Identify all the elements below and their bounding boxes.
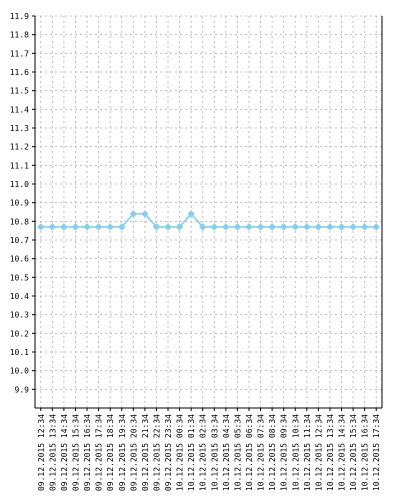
y-tick-label: 10.3 [10,311,29,320]
x-tick-label: 10.12.2015 06:34 [245,414,254,491]
y-tick-label: 11.5 [10,87,29,96]
data-point [291,223,299,231]
x-tick-label: 10.12.2015 11:34 [303,414,312,491]
x-tick-label: 10.12.2015 01:34 [187,414,196,491]
x-tick-label: 09.12.2015 15:34 [71,414,80,491]
y-tick-label: 10.8 [10,217,29,226]
x-tick-label: 10.12.2015 04:34 [222,414,231,491]
data-point [94,223,103,231]
data-point [60,223,68,231]
data-point [360,223,369,231]
x-tick-label: 10.12.2015 05:34 [233,414,242,491]
data-point [349,223,357,231]
y-tick-label: 10.5 [10,273,29,282]
x-tick-label: 09.12.2015 20:34 [129,414,138,491]
y-tick-label: 11.4 [10,105,29,114]
data-point [314,223,323,231]
x-tick-label: 10.12.2015 10:34 [291,414,300,491]
y-tick-label: 11.0 [10,180,29,189]
data-point [233,223,242,231]
data-point [106,223,114,231]
data-point [48,223,57,231]
y-tick-label: 10.2 [10,329,29,338]
data-point [37,223,45,231]
x-tick-label: 09.12.2015 22:34 [152,414,161,491]
data-point [71,223,80,231]
data-point [164,223,172,231]
y-tick-label: 10.9 [10,199,29,208]
data-point [279,223,288,231]
data-point [303,223,311,231]
y-tick-label: 10.4 [10,292,29,301]
data-point [187,210,195,218]
x-tick-label: 09.12.2015 16:34 [83,414,92,491]
x-tick-label: 09.12.2015 17:34 [95,414,104,491]
y-tick-label: 11.3 [10,124,29,133]
x-tick-label: 10.12.2015 16:34 [361,414,370,491]
x-tick-label: 10.12.2015 12:34 [314,414,323,491]
x-tick-label: 10.12.2015 14:34 [338,414,347,491]
data-point [175,223,184,231]
x-tick-label: 09.12.2015 21:34 [141,414,150,491]
x-tick-label: 09.12.2015 23:34 [164,414,173,491]
data-point [152,223,161,231]
x-tick-label: 10.12.2015 09:34 [280,414,289,491]
data-point [268,223,276,231]
data-point [83,223,91,231]
x-tick-label: 10.12.2015 02:34 [199,414,208,491]
x-tick-label: 10.12.2015 08:34 [268,414,277,491]
x-tick-label: 10.12.2015 17:34 [372,414,381,491]
data-point [118,223,126,231]
y-tick-label: 9.9 [15,385,30,394]
x-tick-label: 10.12.2015 03:34 [210,414,219,491]
data-point [326,223,334,231]
y-tick-label: 11.8 [10,31,29,40]
data-point [141,210,149,218]
x-tick-label: 09.12.2015 14:34 [60,414,69,491]
y-tick-label: 11.6 [10,68,29,77]
data-point [129,210,138,218]
y-tick-label: 11.2 [10,143,29,152]
y-tick-label: 10.1 [10,348,29,357]
y-tick-label: 10.6 [10,255,29,264]
data-point [245,223,253,231]
x-tick-label: 10.12.2015 13:34 [326,414,335,491]
data-point [210,223,218,231]
y-tick-label: 11.9 [10,12,29,21]
y-tick-label: 11.1 [10,161,29,170]
x-tick-label: 09.12.2015 19:34 [118,414,127,491]
data-point [256,223,265,231]
x-tick-label: 10.12.2015 07:34 [257,414,266,491]
x-tick-label: 10.12.2015 00:34 [176,414,185,491]
y-tick-label: 11.7 [10,49,29,58]
x-tick-label: 09.12.2015 13:34 [48,414,57,491]
x-tick-label: 09.12.2015 18:34 [106,414,115,491]
data-point [372,223,380,231]
data-point [199,223,207,231]
x-tick-label: 09.12.2015 12:34 [37,414,46,491]
x-tick-label: 10.12.2015 15:34 [349,414,358,491]
y-tick-label: 10.7 [10,236,29,245]
data-point [337,223,346,231]
data-point [222,223,230,231]
y-tick-label: 10.0 [10,367,29,376]
